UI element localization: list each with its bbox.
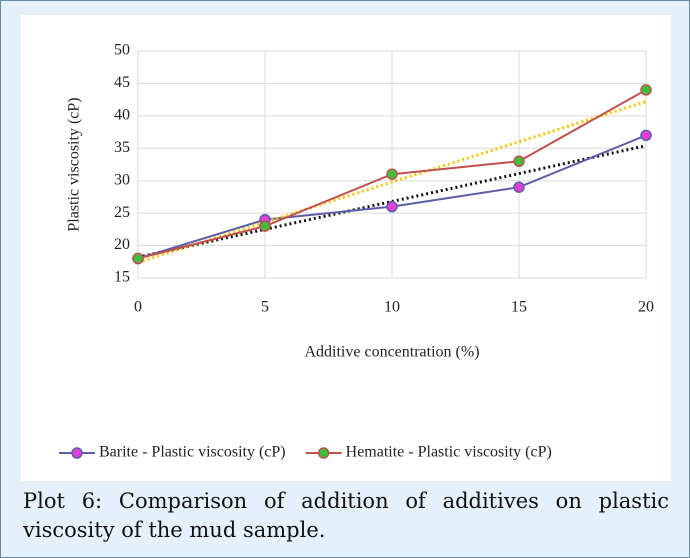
marker (513, 181, 525, 193)
chart-background (21, 15, 671, 481)
y-tick-label: 50 (114, 42, 130, 59)
x-axis-label: Additive concentration (%) (304, 344, 479, 361)
x-tick-label: 10 (384, 299, 400, 316)
chart: 15 20 25 30 35 40 45 50 0 5 10 15 20 Additive concent… (21, 15, 671, 481)
x-tick-label: 20 (638, 299, 654, 316)
legend-marker (71, 447, 83, 459)
trendline (137, 100, 647, 264)
legend-label: Barite - Plastic viscosity (cP) (99, 444, 286, 461)
marker (640, 84, 652, 96)
caption: Plot 6: Comparison of addition of additi… (23, 489, 669, 542)
marker (386, 200, 398, 213)
x-tick-label: 0 (134, 299, 142, 316)
y-axis-label: Plastic viscosity (cP) (66, 97, 83, 231)
x-tick-label: 5 (261, 299, 269, 316)
marker (259, 220, 271, 232)
x-tick-label: 15 (511, 299, 527, 316)
marker (640, 129, 652, 142)
marker (513, 155, 525, 168)
marker (386, 168, 398, 180)
legend-label: Hematite - Plastic viscosity (cP) (346, 444, 552, 461)
y-tick-label: 30 (114, 171, 130, 188)
legend-marker (317, 447, 330, 459)
y-tick-label: 35 (114, 139, 130, 156)
y-tick-label: 20 (114, 236, 130, 253)
y-tick-label: 15 (114, 269, 130, 286)
y-tick-label: 40 (114, 107, 130, 124)
marker (132, 252, 144, 265)
y-tick-label: 25 (114, 204, 130, 221)
y-tick-label: 45 (114, 74, 130, 91)
